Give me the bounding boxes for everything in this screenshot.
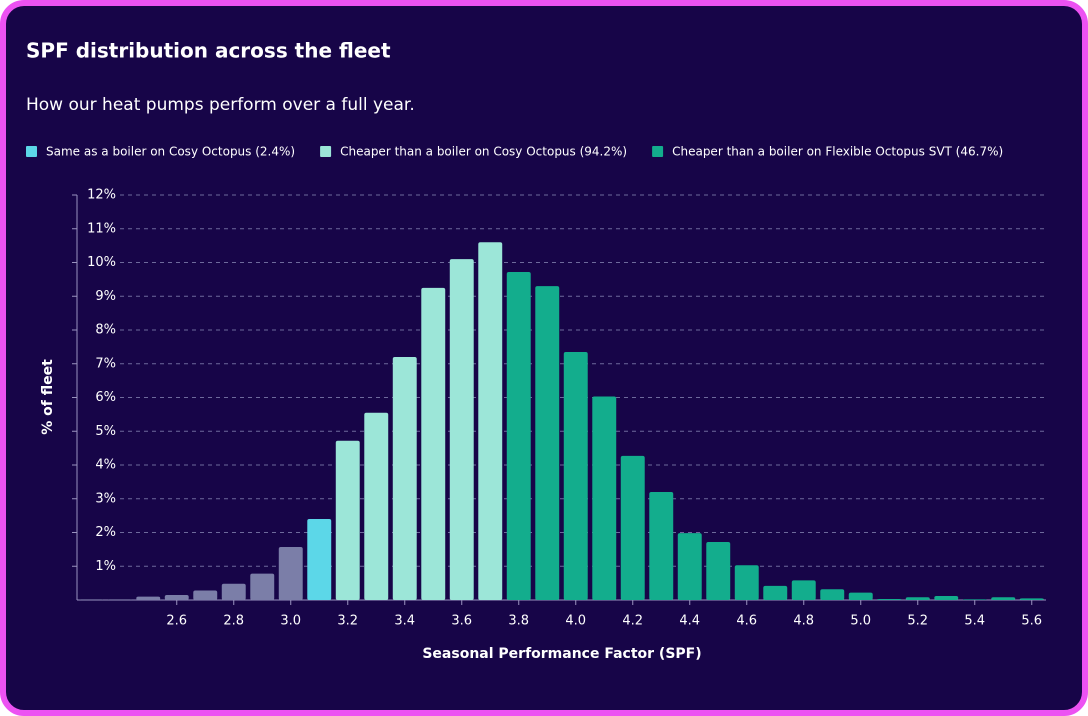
- x-tick-label: 3.0: [280, 614, 301, 629]
- bar: [506, 271, 531, 600]
- bar: [164, 594, 189, 600]
- bar: [649, 492, 674, 600]
- bar: [79, 599, 104, 600]
- x-tick-label: 5.6: [1021, 614, 1042, 629]
- chart-subtitle: How our heat pumps perform over a full y…: [26, 95, 415, 115]
- x-tick-label: 3.2: [337, 614, 358, 629]
- legend-swatch: [26, 146, 37, 157]
- y-tick-label: 10%: [87, 255, 116, 270]
- y-tick-label: 4%: [95, 458, 116, 473]
- y-tick-label: 8%: [95, 323, 116, 338]
- bar: [934, 595, 959, 600]
- bar: [791, 580, 816, 600]
- x-tick-label: 3.6: [451, 614, 472, 629]
- x-tick-label: 4.6: [736, 614, 757, 629]
- chart: SPF distribution across the fleet How ou…: [26, 39, 1046, 662]
- y-tick-label: 1%: [95, 559, 116, 574]
- x-tick-label: 4.4: [679, 614, 700, 629]
- bar: [1019, 598, 1044, 600]
- bar: [107, 599, 132, 600]
- y-tick-label: 3%: [95, 491, 116, 506]
- x-tick-label: 5.0: [850, 614, 871, 629]
- y-tick-label: 11%: [87, 221, 116, 236]
- x-tick-label: 5.4: [964, 614, 985, 629]
- x-tick-label: 2.6: [166, 614, 187, 629]
- y-tick-label: 2%: [95, 525, 116, 540]
- bar: [364, 412, 389, 600]
- chart-title: SPF distribution across the fleet: [26, 39, 391, 63]
- bar: [848, 592, 873, 600]
- x-tick-label: 4.0: [565, 614, 586, 629]
- bar: [478, 242, 503, 600]
- bar: [706, 541, 731, 600]
- bar: [592, 396, 617, 600]
- x-tick-label: 3.8: [508, 614, 529, 629]
- bar: [335, 440, 360, 600]
- bar: [962, 599, 987, 600]
- bar: [250, 573, 275, 600]
- bar: [449, 259, 474, 600]
- bar: [734, 565, 759, 600]
- bar: [991, 597, 1016, 600]
- bar: [221, 583, 246, 600]
- bar: [820, 589, 845, 600]
- x-axis-title: Seasonal Performance Factor (SPF): [422, 646, 701, 662]
- bar: [677, 533, 702, 600]
- x-tick-label: 5.2: [907, 614, 928, 629]
- bar: [620, 455, 645, 600]
- legend-label: Cheaper than a boiler on Flexible Octopu…: [672, 145, 1003, 159]
- bar: [307, 519, 332, 600]
- bar: [136, 596, 161, 600]
- y-axis-title: % of fleet: [40, 359, 56, 435]
- y-tick-label: 5%: [95, 424, 116, 439]
- y-tick-label: 7%: [95, 356, 116, 371]
- x-tick-label: 2.8: [223, 614, 244, 629]
- legend-swatch: [652, 146, 664, 157]
- bar: [877, 598, 902, 600]
- x-tick-label: 4.2: [622, 614, 643, 629]
- x-tick-label: 3.4: [394, 614, 415, 629]
- y-tick-label: 9%: [95, 289, 116, 304]
- bar: [392, 357, 417, 600]
- bar: [421, 287, 446, 600]
- legend-label: Same as a boiler on Cosy Octopus (2.4%): [46, 145, 295, 159]
- bar: [193, 590, 218, 600]
- bar: [563, 351, 588, 600]
- bar: [905, 597, 930, 600]
- bar: [278, 547, 303, 600]
- y-tick-label: 12%: [87, 188, 116, 203]
- x-tick-label: 4.8: [793, 614, 814, 629]
- bar: [535, 286, 560, 600]
- legend-swatch: [320, 146, 332, 157]
- bar: [763, 585, 788, 600]
- legend-label: Cheaper than a boiler on Cosy Octopus (9…: [340, 145, 627, 159]
- y-tick-label: 6%: [95, 390, 116, 405]
